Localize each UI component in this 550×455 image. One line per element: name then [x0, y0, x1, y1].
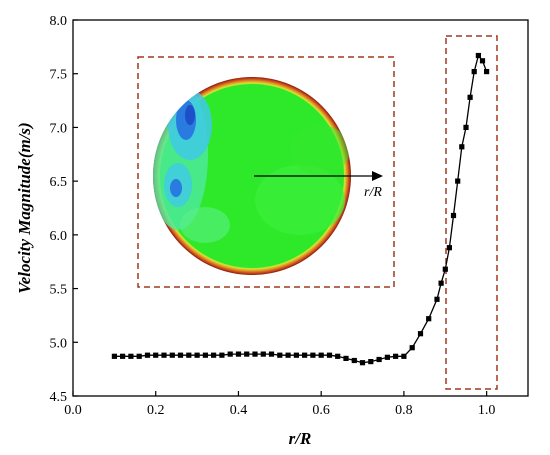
data-point — [153, 352, 159, 358]
data-point — [417, 331, 424, 337]
data-point — [401, 353, 407, 359]
data-point — [426, 316, 432, 322]
radius-arrow — [254, 171, 383, 181]
data-point — [484, 69, 490, 75]
data-point — [335, 353, 341, 359]
x-tick-label: 0.4 — [230, 403, 248, 418]
data-point — [318, 352, 324, 358]
x-tick-label: 1.0 — [478, 403, 496, 418]
y-tick-label: 4.5 — [50, 390, 68, 405]
data-point — [310, 352, 316, 358]
x-tick-label: 0.0 — [64, 403, 82, 418]
data-point — [434, 296, 440, 302]
data-point — [277, 352, 283, 358]
data-point — [120, 353, 126, 359]
data-point — [194, 352, 200, 358]
data-point — [471, 69, 477, 75]
y-tick-label: 6.0 — [50, 229, 68, 244]
x-tick-label: 0.8 — [395, 403, 413, 418]
data-point — [177, 352, 184, 358]
data-point — [450, 212, 457, 219]
inset-radius-label: r/R — [364, 185, 382, 200]
y-tick-label: 5.5 — [50, 283, 68, 298]
data-point — [359, 360, 366, 366]
data-point — [219, 352, 225, 358]
y-tick-label: 6.5 — [50, 175, 68, 190]
data-point — [467, 94, 473, 100]
data-point — [252, 351, 258, 357]
data-point — [235, 351, 242, 357]
data-point — [384, 354, 390, 360]
data-point — [475, 52, 481, 59]
y-axis-title: Velocity Magnitude(m/s) — [15, 122, 34, 293]
plot-frame — [72, 19, 529, 397]
data-point — [368, 359, 374, 365]
data-point — [463, 124, 469, 130]
data-point — [326, 352, 333, 358]
data-point — [111, 353, 117, 359]
data-point — [376, 356, 382, 363]
data-point — [202, 352, 208, 358]
axis-ticks: 0.0 0.2 0.4 0.6 0.8 1.0 4.5 5.0 5.5 6.0 6.5 7.0 7.5 8… — [50, 14, 496, 418]
y-tick-label: 7.5 — [50, 68, 68, 83]
y-tick-label: 8.0 — [50, 14, 68, 29]
data-point — [479, 58, 486, 64]
data-point — [244, 351, 250, 357]
data-point — [438, 280, 444, 286]
data-point — [351, 357, 357, 364]
inset-dashed-box — [137, 56, 395, 288]
data-point — [227, 351, 233, 357]
data-point — [260, 351, 266, 357]
x-tick-label: 0.2 — [147, 403, 165, 418]
data-point — [459, 144, 465, 150]
data-point — [144, 352, 151, 358]
data-point — [186, 352, 192, 358]
data-point — [211, 352, 217, 358]
x-tick-label: 0.6 — [312, 403, 330, 418]
series-line — [114, 54, 488, 364]
data-series — [111, 52, 490, 366]
data-point — [409, 345, 415, 351]
data-point — [393, 353, 399, 359]
peak-dashed-box — [445, 35, 498, 390]
data-point — [169, 352, 175, 358]
data-point — [136, 353, 142, 359]
data-point — [343, 355, 349, 361]
y-tick-label: 7.0 — [50, 121, 68, 136]
y-tick-label: 5.0 — [50, 336, 68, 351]
data-point — [128, 353, 134, 359]
data-point — [442, 266, 448, 272]
x-axis-title: r/R — [289, 429, 312, 448]
data-point — [293, 352, 299, 358]
data-point — [161, 352, 167, 358]
data-point — [268, 351, 275, 357]
data-point — [302, 352, 308, 358]
data-point — [285, 352, 291, 358]
data-point — [455, 178, 461, 184]
data-point — [446, 245, 452, 251]
